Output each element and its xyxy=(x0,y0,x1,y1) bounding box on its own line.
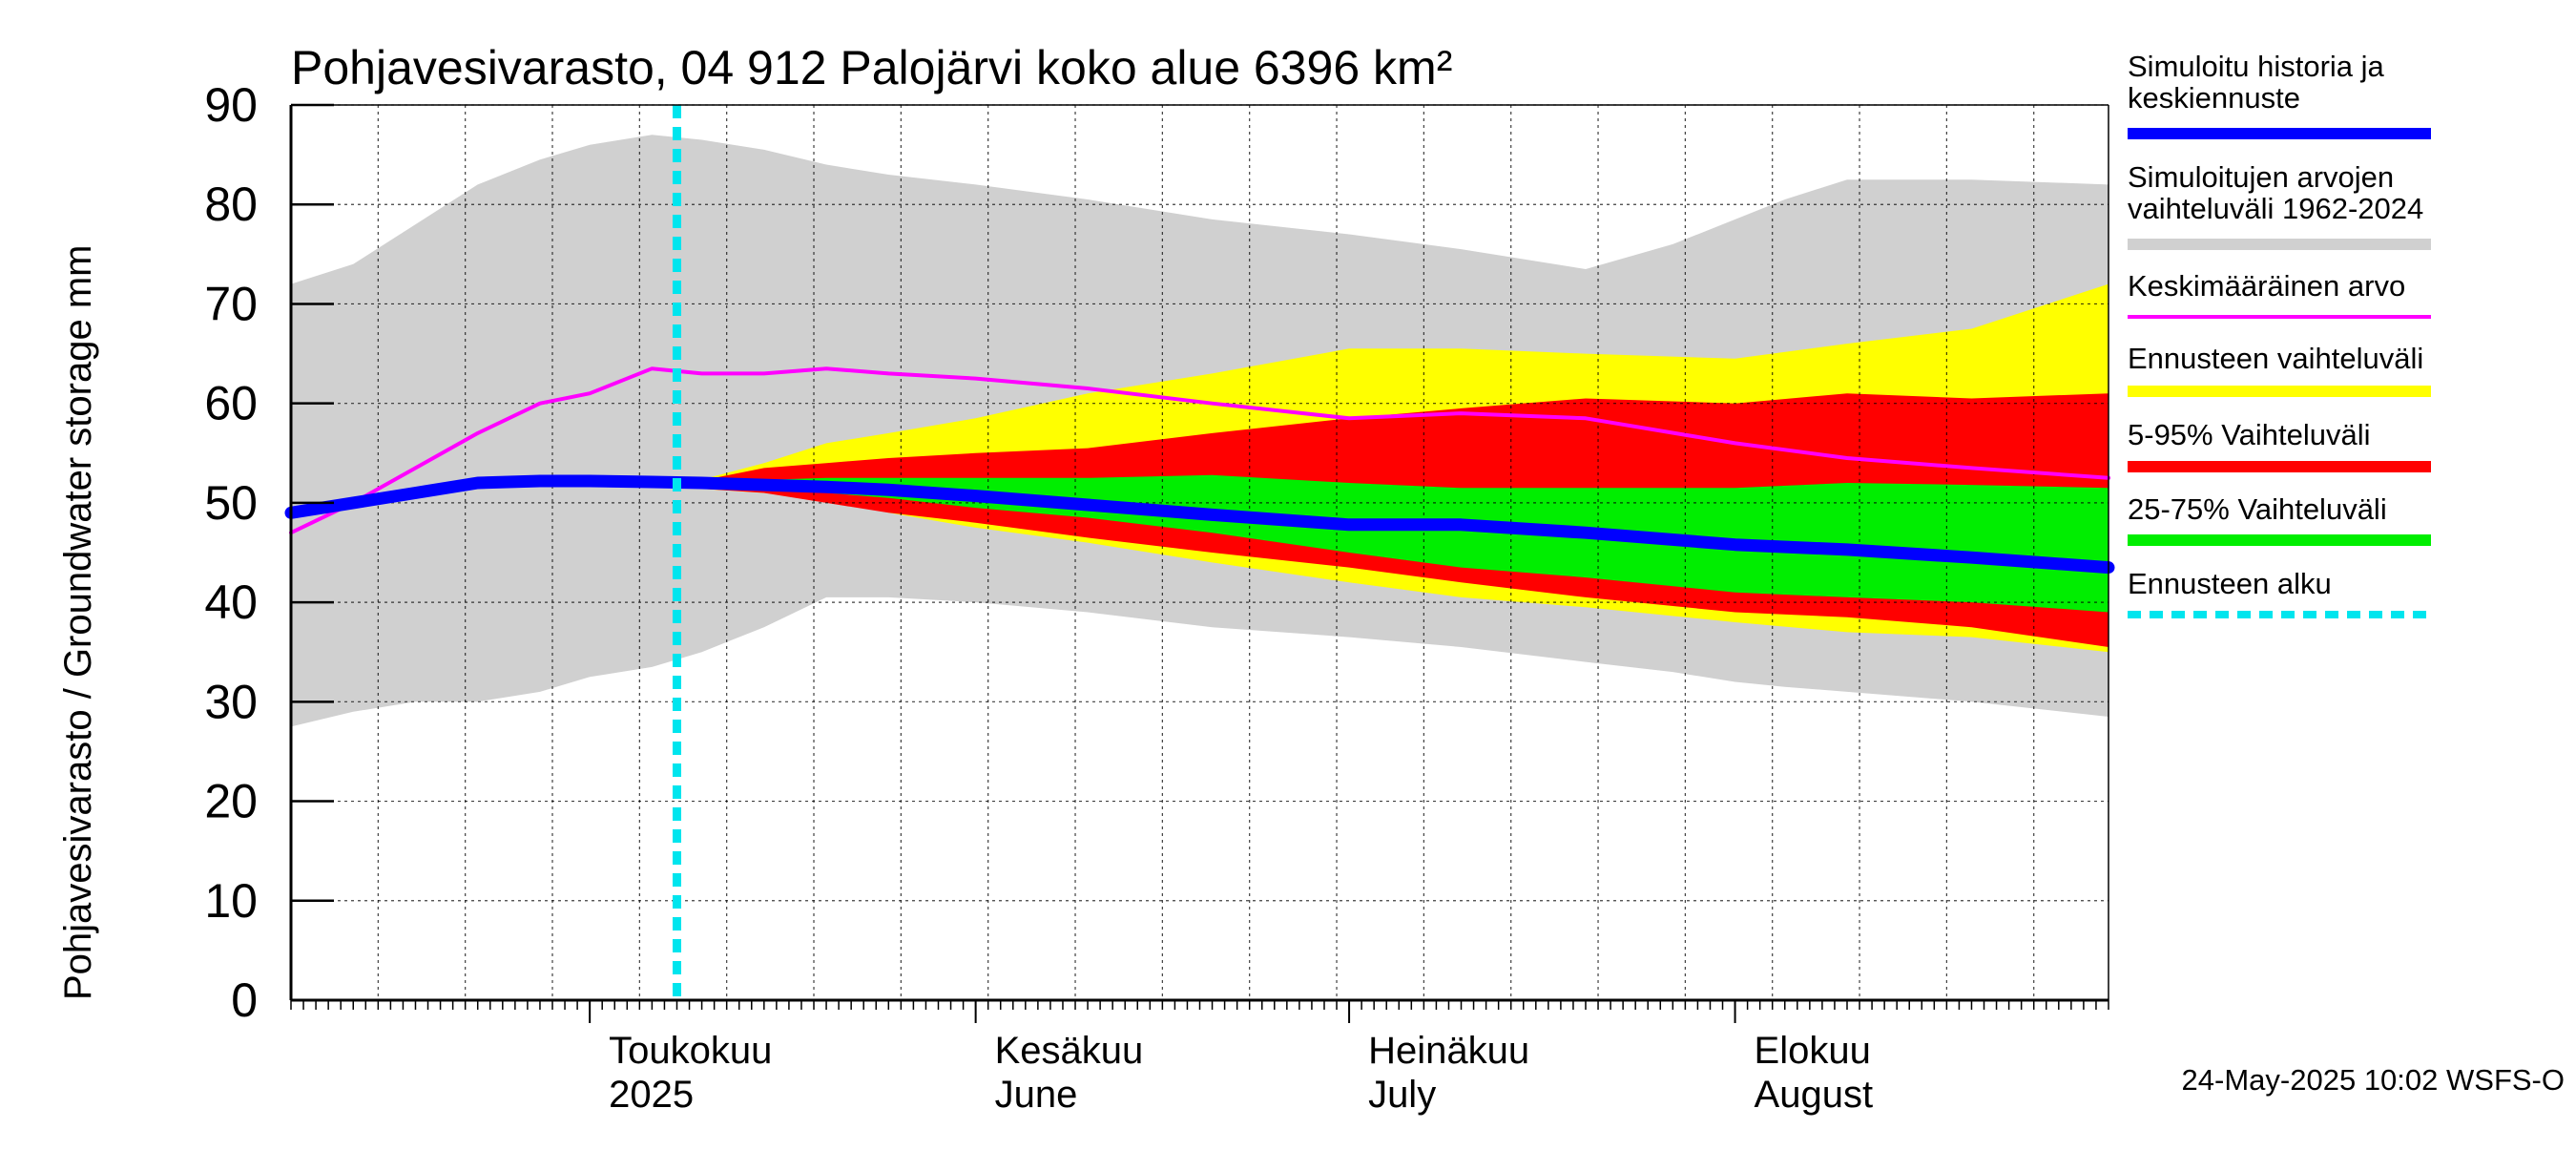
legend-item-2: Keskimääräinen arvo xyxy=(2128,269,2431,319)
legend-label-6-0: Ennusteen alku xyxy=(2128,567,2332,600)
legend-label-0-0: Simuloitu historia ja xyxy=(2128,50,2385,83)
legend-label-4-0: 5-95% Vaihteluväli xyxy=(2128,418,2370,451)
y-tick-label-0: 0 xyxy=(231,973,258,1027)
legend-item-6: Ennusteen alku xyxy=(2128,567,2431,618)
y-tick-label-9: 90 xyxy=(204,78,258,132)
y-tick-label-8: 80 xyxy=(204,178,258,231)
x-month-sublabel-3: August xyxy=(1755,1074,1874,1116)
legend-label-5-0: 25-75% Vaihteluväli xyxy=(2128,492,2387,526)
range-bands xyxy=(291,135,2109,727)
y-tick-label-5: 50 xyxy=(204,476,258,530)
band-25-75-vaihteluv-li xyxy=(689,474,2109,613)
x-month-label-1: Kesäkuu xyxy=(995,1030,1144,1072)
axes xyxy=(289,103,2109,1023)
y-tick-label-3: 30 xyxy=(204,675,258,728)
y-tick-label-4: 40 xyxy=(204,575,258,629)
chart-title: Pohjavesivarasto, 04 912 Palojärvi koko … xyxy=(291,41,1452,94)
tick-labels: 0102030405060708090Toukokuu2025KesäkuuJu… xyxy=(204,78,1873,1116)
x-month-label-2: Heinäkuu xyxy=(1368,1030,1529,1072)
timestamp-footer: 24-May-2025 10:02 WSFS-O xyxy=(2182,1063,2565,1097)
x-month-label-3: Elokuu xyxy=(1755,1030,1871,1072)
legend-item-5: 25-75% Vaihteluväli xyxy=(2128,492,2431,546)
y-tick-label-2: 20 xyxy=(204,775,258,828)
legend: Simuloitu historia jakeskiennusteSimuloi… xyxy=(2128,50,2431,618)
y-tick-label-6: 60 xyxy=(204,377,258,430)
x-month-label-0: Toukokuu xyxy=(609,1030,772,1072)
y-tick-label-1: 10 xyxy=(204,874,258,928)
x-month-sublabel-2: July xyxy=(1368,1074,1436,1116)
legend-label-1-1: vaihteluväli 1962-2024 xyxy=(2128,192,2423,225)
series-lines xyxy=(284,105,2115,1000)
legend-label-1-0: Simuloitujen arvojen xyxy=(2128,160,2394,194)
legend-item-4: 5-95% Vaihteluväli xyxy=(2128,418,2431,472)
legend-item-3: Ennusteen vaihteluväli xyxy=(2128,342,2431,397)
line-simuloitu-historia-ja-keskiennuste xyxy=(284,474,2115,575)
legend-label-3-0: Ennusteen vaihteluväli xyxy=(2128,342,2423,375)
y-axis-label: Pohjavesivarasto / Groundwater storage m… xyxy=(57,245,99,1000)
legend-label-2-0: Keskimääräinen arvo xyxy=(2128,269,2405,303)
x-month-sublabel-1: June xyxy=(995,1074,1078,1116)
x-month-sublabel-0: 2025 xyxy=(609,1074,694,1116)
line-keskim-r-inen-arvo xyxy=(289,366,2110,535)
legend-label-0-1: keskiennuste xyxy=(2128,81,2300,115)
y-tick-label-7: 70 xyxy=(204,277,258,330)
